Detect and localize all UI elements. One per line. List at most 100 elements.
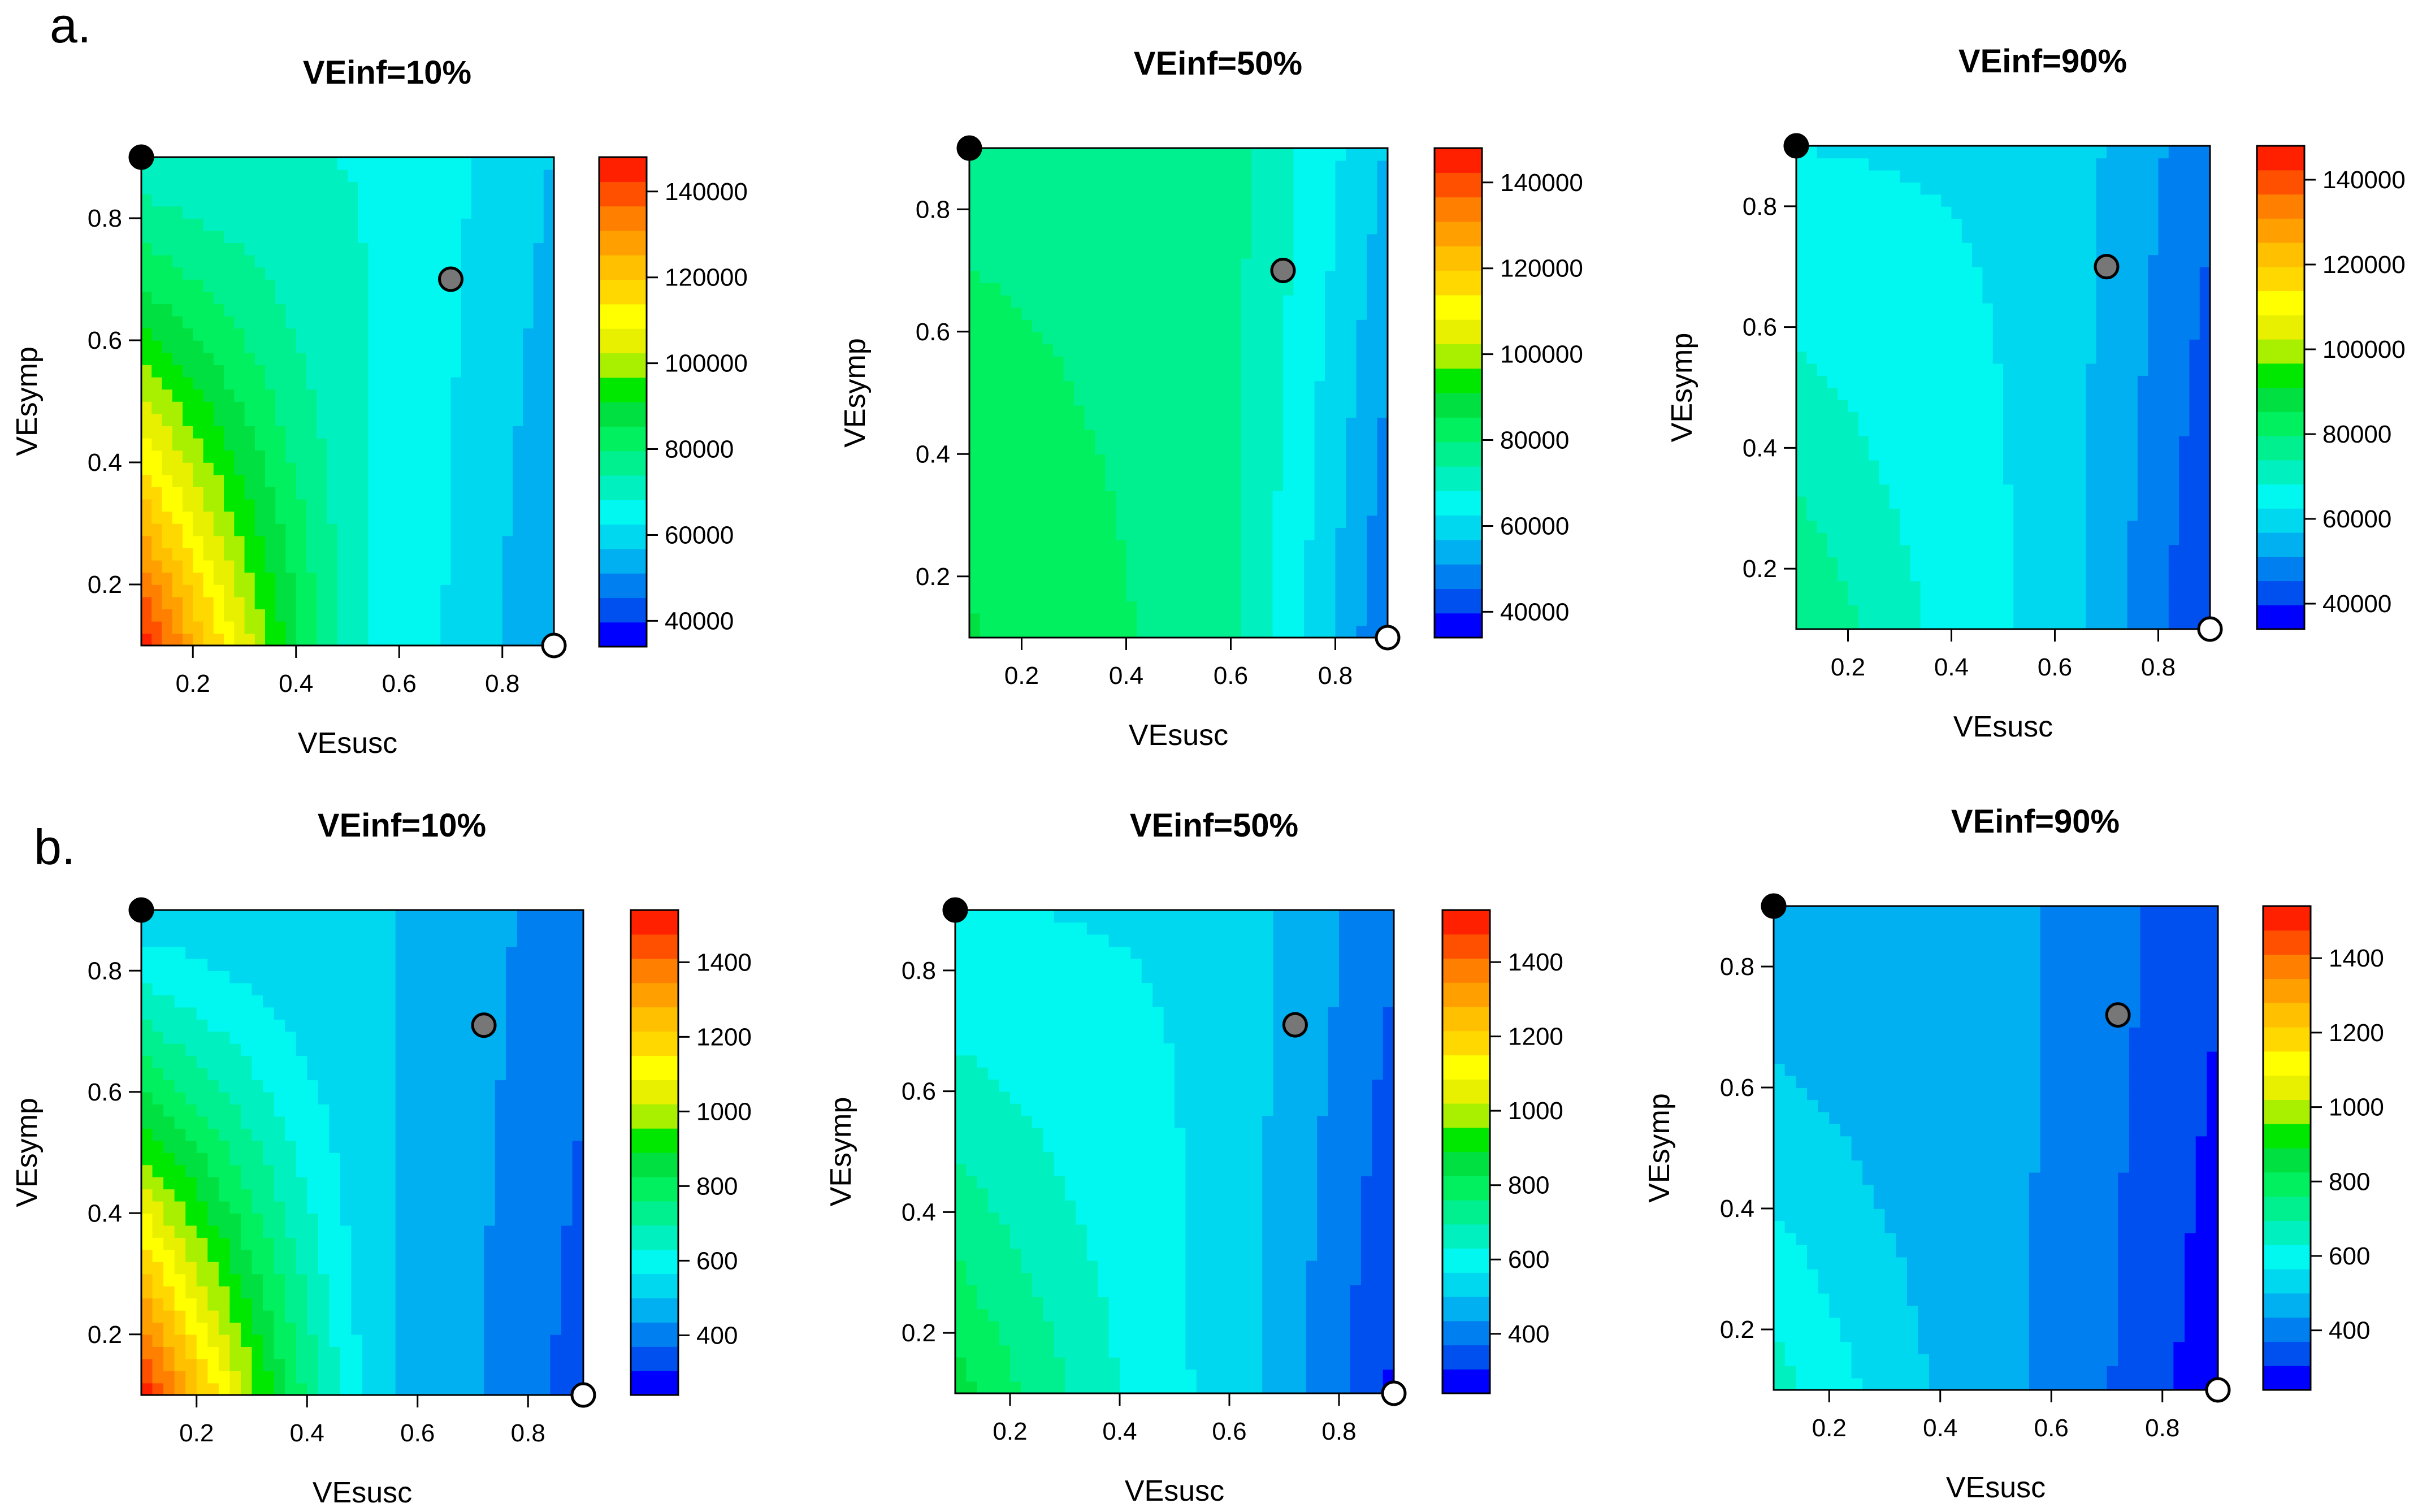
contour-cell: [2200, 448, 2211, 460]
contour-cell: [1262, 307, 1273, 319]
contour-cell: [1921, 351, 1931, 363]
contour-cell: [317, 475, 327, 487]
contour-cell: [1315, 393, 1325, 405]
contour-cell: [379, 279, 389, 292]
contour-cell: [183, 279, 193, 292]
contour-cell: [2169, 496, 2179, 509]
contour-cell: [1043, 209, 1054, 222]
contour-cell: [1982, 400, 1993, 412]
contour-cell: [1043, 430, 1054, 442]
contour-cell: [327, 548, 338, 560]
contour-cell: [224, 462, 235, 475]
contour-cell: [1858, 146, 1869, 158]
contour-cell: [358, 340, 369, 353]
y-tick-label: 0.4: [88, 449, 122, 476]
contour-cell: [265, 487, 276, 499]
contour-cell: [2044, 472, 2055, 484]
contour-cell: [172, 609, 183, 621]
contour-cell: [379, 328, 389, 340]
contour-cell: [1931, 532, 1942, 545]
colorbar-band: [599, 181, 647, 206]
contour-cell: [1869, 484, 1879, 497]
contour-cell: [1106, 479, 1116, 491]
contour-cell: [1817, 315, 1828, 327]
contour-cell: [1262, 479, 1273, 491]
contour-cell: [2107, 424, 2117, 436]
contour-cell: [1220, 295, 1231, 307]
colorbar-band: [1435, 319, 1482, 344]
contour-cell: [1879, 544, 1890, 557]
contour-cell: [969, 442, 980, 454]
contour-cell: [1252, 454, 1263, 466]
contour-cell: [2024, 544, 2035, 557]
contour-cell: [420, 450, 431, 462]
colorbar-tick-label: 100000: [665, 350, 748, 378]
contour-cell: [2179, 436, 2190, 448]
contour-cell: [399, 597, 410, 609]
contour-cell: [1972, 194, 1983, 207]
contour-cell: [1273, 625, 1284, 638]
contour-cell: [980, 246, 991, 258]
contour-cell: [1796, 436, 1807, 448]
contour-cell: [482, 401, 492, 414]
contour-cell: [1346, 185, 1357, 197]
contour-cell: [1952, 327, 1962, 340]
contour-cell: [1032, 479, 1043, 491]
contour-cell: [183, 194, 193, 206]
contour-cell: [1294, 246, 1305, 258]
contour-cell: [1304, 295, 1315, 307]
contour-cell: [2044, 158, 2055, 170]
contour-cell: [2107, 194, 2117, 207]
contour-cell: [2086, 424, 2096, 436]
contour-cell: [2055, 206, 2066, 219]
contour-cell: [1158, 369, 1168, 381]
contour-cell: [1367, 503, 1377, 515]
contour-cell: [151, 487, 162, 499]
contour-cell: [255, 584, 266, 597]
contour-cell: [513, 438, 523, 450]
contour-cell: [1273, 209, 1284, 222]
contour-cell: [1074, 148, 1085, 161]
contour-cell: [1900, 605, 1910, 617]
contour-cell: [1011, 172, 1022, 185]
contour-cell: [451, 560, 462, 573]
contour-cell: [1796, 194, 1807, 207]
contour-cell: [1294, 588, 1305, 601]
contour-cell: [2148, 532, 2159, 545]
contour-cell: [2159, 472, 2169, 484]
contour-cell: [306, 157, 317, 170]
x-tick-label: 0.6: [2038, 653, 2072, 681]
contour-cell: [2034, 472, 2045, 484]
contour-cell: [1283, 344, 1294, 356]
contour-cell: [1262, 625, 1273, 638]
contour-cell: [513, 389, 523, 401]
contour-cell: [203, 621, 214, 634]
contour-cell: [420, 292, 431, 304]
contour-cell: [1941, 279, 1952, 291]
contour-cell: [482, 450, 492, 462]
contour-surface: [1796, 146, 2211, 630]
contour-cell: [1336, 564, 1346, 577]
contour-cell: [255, 353, 266, 365]
contour-cell: [1838, 194, 1848, 207]
contour-cell: [502, 426, 513, 438]
contour-cell: [306, 292, 317, 304]
contour-cell: [1106, 319, 1116, 332]
contour-cell: [1357, 479, 1367, 491]
contour-cell: [2055, 388, 2066, 400]
contour-cell: [1325, 405, 1336, 418]
contour-cell: [2159, 158, 2169, 170]
contour-cell: [1910, 206, 1921, 219]
contour-cell: [1231, 246, 1242, 258]
contour-cell: [1941, 484, 1952, 497]
contour-cell: [440, 194, 451, 206]
contour-cell: [1053, 209, 1064, 222]
contour-cell: [1074, 222, 1085, 234]
contour-cell: [2117, 581, 2127, 593]
contour-cell: [1357, 613, 1367, 626]
contour-cell: [1993, 411, 2004, 424]
contour-cell: [1941, 231, 1952, 243]
contour-cell: [1262, 405, 1273, 418]
contour-cell: [1336, 258, 1346, 271]
contour-cell: [523, 340, 534, 353]
